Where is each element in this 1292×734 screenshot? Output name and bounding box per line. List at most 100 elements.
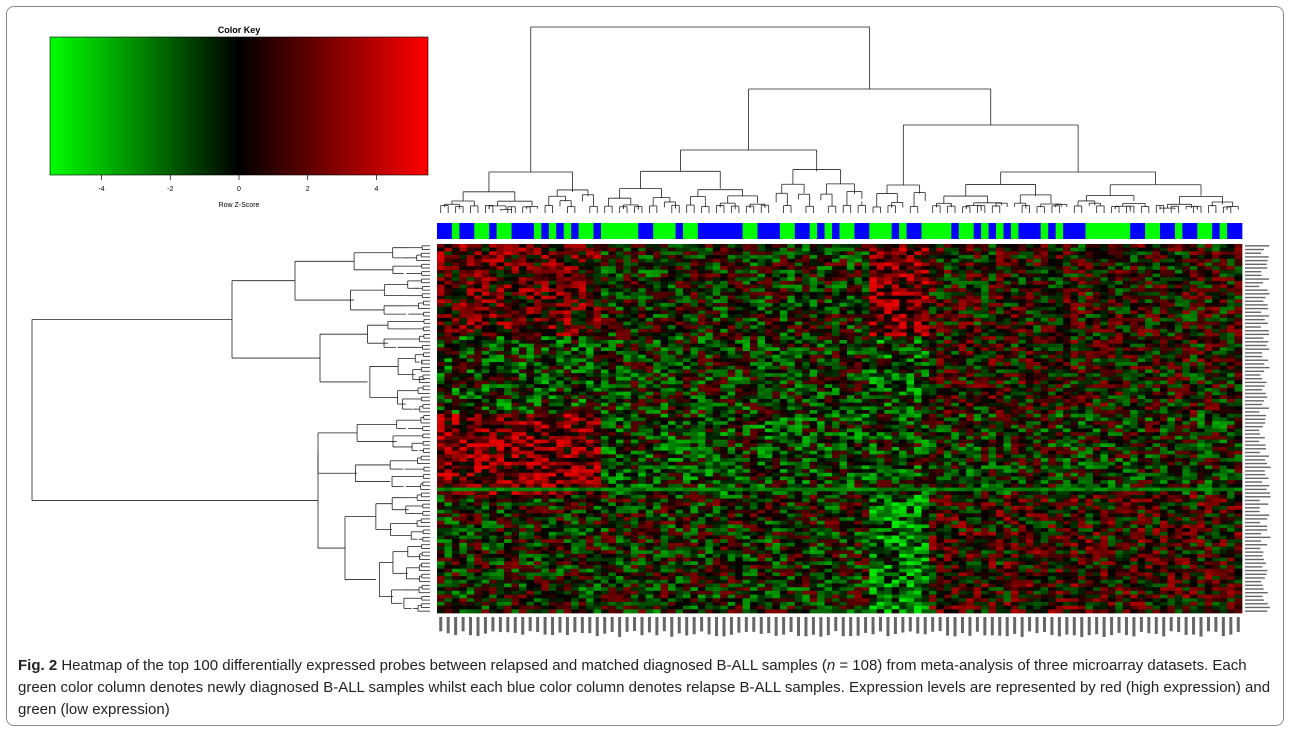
heatmap-cell [481,347,490,352]
heatmap-cell [1070,303,1079,308]
heatmap-cell [996,347,1004,352]
heatmap-cell [958,365,967,370]
heatmap-cell [824,255,833,260]
heatmap-cell [981,325,989,330]
heatmap-cell [474,369,483,374]
heatmap-cell [1063,343,1071,348]
heatmap-cell [876,269,885,274]
heatmap-cell [548,380,557,385]
heatmap-cell [638,384,647,389]
heatmap-cell [1018,295,1027,300]
heatmap-cell [735,365,743,370]
heatmap-cell [906,277,915,282]
heatmap-cell [578,310,587,315]
heatmap-cell [444,336,453,341]
heatmap-cell [586,347,594,352]
heatmap-cell [1092,365,1101,370]
heatmap-cell [541,266,550,271]
heatmap-cell [653,244,661,249]
heatmap-cell [690,273,699,278]
heatmap-cell [690,373,699,378]
heatmap-cell [891,343,900,348]
diagnosed-sample-marker [921,223,930,239]
heatmap-cell [511,351,520,356]
heatmap-cell [928,284,937,289]
heatmap-cell [697,269,706,274]
heatmap-cell [1212,314,1220,319]
heatmap-cell [489,280,497,285]
diagnosed-sample-marker [1010,223,1019,239]
heatmap-cell [832,266,840,271]
heatmap-cell [750,365,758,370]
heatmap-cell [1182,303,1191,308]
heatmap-cell [451,376,460,381]
heatmap-cell [556,262,565,267]
diagnosed-sample-marker [660,223,669,239]
heatmap-cell [608,284,617,289]
heatmap-cell [1055,369,1064,374]
heatmap-cell [481,251,490,256]
heatmap-cell [697,325,706,330]
heatmap-cell [571,251,579,256]
heatmap-cell [720,280,729,285]
heatmap-cell [548,332,557,337]
heatmap-cell [943,299,952,304]
heatmap-cell [973,306,982,311]
heatmap-cell [1063,291,1071,297]
heatmap-cell [794,358,803,363]
heatmap-cell [563,280,572,285]
heatmap-cell [899,358,907,363]
heatmap-cell [869,266,878,271]
heatmap-cell [1189,354,1198,359]
heatmap-cell [1122,369,1131,374]
heatmap-cell [705,365,714,370]
heatmap-cell [459,314,468,319]
heatmap-cell [1212,351,1220,356]
heatmap-cell [1078,273,1086,278]
heatmap-cell [1204,269,1213,274]
diagnosed-sample-marker [928,223,937,239]
heatmap-cell [1189,365,1198,370]
heatmap-cell [1174,347,1183,352]
heatmap-cell [638,255,647,260]
heatmap-cell [1010,380,1019,385]
heatmap-cell [675,325,684,330]
heatmap-cell [1018,262,1027,267]
heatmap-cell [1212,321,1220,326]
heatmap-cell [966,303,975,308]
heatmap-cell [779,288,788,293]
heatmap-cell [958,354,967,359]
heatmap-cell [466,332,475,337]
heatmap-cell [1003,284,1012,289]
heatmap-cell [1167,380,1176,385]
heatmap-cell [489,354,497,359]
heatmap-cell [1055,284,1064,289]
heatmap-cell [1048,376,1056,381]
heatmap-cell [846,384,855,389]
heatmap-cell [1107,306,1116,311]
heatmap-cell [1100,358,1109,363]
heatmap-cell [1212,369,1220,374]
heatmap-cell [1152,280,1161,285]
heatmap-cell [794,262,803,267]
heatmap-cell [988,306,997,311]
heatmap-cell [757,269,766,274]
heatmap-cell [742,295,751,300]
heatmap-cell [1122,339,1131,344]
heatmap-cell [832,321,840,326]
heatmap-cell [1033,277,1042,282]
heatmap-cell [1137,258,1146,263]
heatmap-cell [444,277,453,282]
heatmap-cell [981,291,989,297]
heatmap-cell [645,244,654,249]
diagnosed-sample-marker [742,223,751,239]
heatmap-cell [891,262,900,267]
heatmap-cell [1078,358,1086,363]
heatmap-cell [653,380,661,385]
heatmap-cell [1085,347,1094,352]
heatmap-cell [615,373,624,378]
heatmap-cell [906,266,915,271]
heatmap-cell [727,376,736,381]
heatmap-cell [1122,362,1131,367]
heatmap-cell [571,284,579,289]
